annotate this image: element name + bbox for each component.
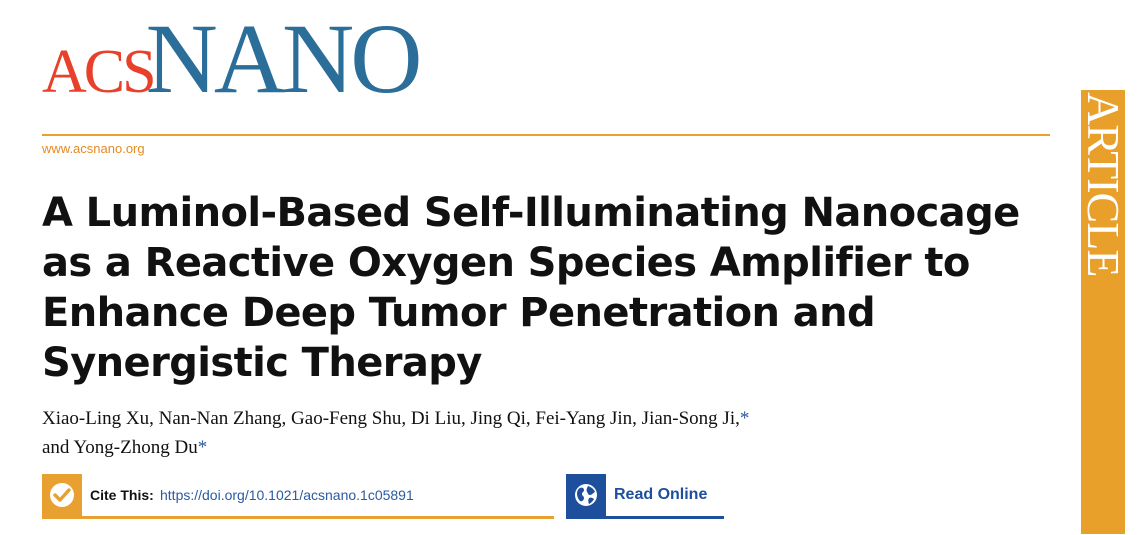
logo-nano: NANO [145,3,423,114]
cite-this-button[interactable]: Cite This: https://doi.org/10.1021/acsna… [42,474,554,519]
logo-acs: ACS [42,38,157,106]
author-names: and Yong-Zhong Du [42,437,198,458]
title-line: Synergistic Therapy [42,340,482,386]
author-line: Xiao-Ling Xu, Nan-Nan Zhang, Gao-Feng Sh… [42,404,1042,433]
article-type-label: ARTICLE [1078,92,1129,277]
cite-this-label: Cite This: [90,487,154,503]
checkmark-icon [42,474,82,516]
title-line: as a Reactive Oxygen Species Amplifier t… [42,240,970,286]
journal-logo: ACSNANO [42,9,422,109]
author-list: Xiao-Ling Xu, Nan-Nan Zhang, Gao-Feng Sh… [42,404,1042,462]
author-line: and Yong-Zhong Du* [42,433,1042,462]
globe-icon [566,474,606,516]
title-line: Enhance Deep Tumor Penetration and [42,290,876,336]
cite-underline [42,516,554,519]
read-online-label: Read Online [614,486,708,503]
read-underline [566,516,724,519]
header-divider [42,134,1050,136]
doi-link[interactable]: https://doi.org/10.1021/acsnano.1c05891 [160,487,414,503]
corresponding-author-marker[interactable]: * [197,437,208,458]
read-online-button[interactable]: Read Online [566,474,724,519]
title-line: A Luminol-Based Self-Illuminating Nanoca… [42,190,1020,236]
author-names: Xiao-Ling Xu, Nan-Nan Zhang, Gao-Feng Sh… [42,408,740,429]
corresponding-author-marker[interactable]: * [739,408,750,429]
article-side-banner: ARTICLE [1078,90,1129,534]
website-link[interactable]: www.acsnano.org [42,141,145,156]
article-title: A Luminol-Based Self-Illuminating Nanoca… [42,188,1062,388]
